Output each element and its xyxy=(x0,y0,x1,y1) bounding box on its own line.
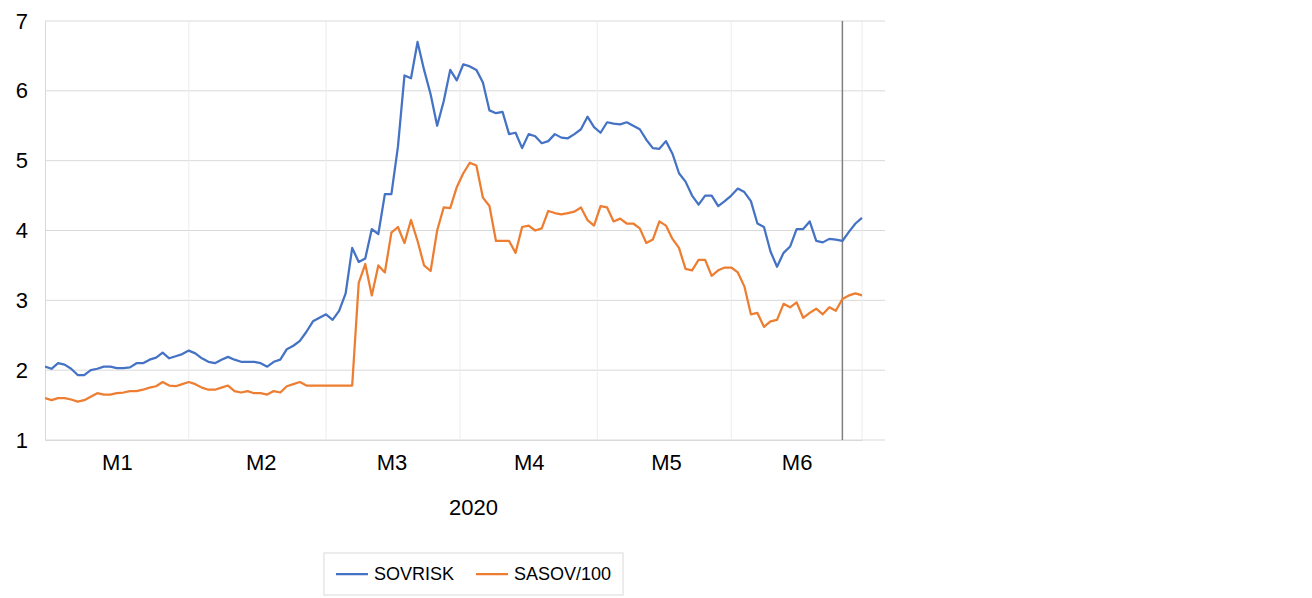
x-tick-label: M3 xyxy=(377,450,408,475)
grid-line xyxy=(45,160,885,161)
y-tick-label: 4 xyxy=(16,218,28,243)
grid-line xyxy=(45,21,885,22)
y-tick: 6 xyxy=(16,78,45,103)
y-tick-label: 1 xyxy=(16,428,28,453)
y-tick: 3 xyxy=(16,288,45,313)
x-tick-label: M4 xyxy=(514,450,545,475)
legend-swatch xyxy=(336,573,368,575)
x-tick-label: M2 xyxy=(246,450,277,475)
y-axis-line xyxy=(45,22,46,441)
x-tick-label: M6 xyxy=(782,450,813,475)
y-tick: 1 xyxy=(16,428,45,453)
category-separator xyxy=(188,21,189,440)
legend-label: SASOV/100 xyxy=(514,564,611,584)
legend: SOVRISK SASOV/100 xyxy=(324,553,623,595)
reference-line xyxy=(842,21,844,440)
category-separator xyxy=(731,21,732,440)
category-separator xyxy=(597,21,598,440)
y-tick: 7 xyxy=(16,9,45,34)
x-tick: M6 xyxy=(782,440,813,475)
legend-item: SOVRISK xyxy=(336,564,454,584)
grid-line xyxy=(45,90,885,91)
y-tick: 4 xyxy=(16,218,45,243)
grid-line xyxy=(45,370,885,371)
x-grid xyxy=(189,21,862,440)
x-tick: M1 xyxy=(102,440,133,475)
y-axis: 1 2 3 4 5 6 7 xyxy=(16,9,46,453)
grid-line xyxy=(45,230,885,231)
series-line xyxy=(45,163,862,402)
legend-box xyxy=(324,553,623,595)
legend-item: SASOV/100 xyxy=(476,564,611,584)
x-tick-label: M5 xyxy=(651,450,682,475)
chart: 1 2 3 4 5 6 7 M1 M2 M3 M4 M5 M6 2020 SOVRISK SASOV/100 xyxy=(0,0,1312,598)
category-separator xyxy=(862,21,863,440)
y-tick-label: 7 xyxy=(16,9,28,34)
x-tick-label: M1 xyxy=(102,450,133,475)
plot-area xyxy=(45,21,862,440)
grid-line xyxy=(45,440,885,441)
x-tick: M2 xyxy=(246,440,277,475)
x-tick: M3 xyxy=(377,440,408,475)
y-tick: 5 xyxy=(16,148,45,173)
legend-label: SOVRISK xyxy=(374,564,454,584)
category-separator xyxy=(460,21,461,440)
y-tick-label: 6 xyxy=(16,78,28,103)
y-tick-label: 5 xyxy=(16,148,28,173)
y-tick-label: 3 xyxy=(16,288,28,313)
series-line xyxy=(45,42,862,375)
y-tick-label: 2 xyxy=(16,358,28,383)
x-axis: M1 M2 M3 M4 M5 M6 xyxy=(46,440,863,475)
y-tick: 2 xyxy=(16,358,45,383)
legend-swatch xyxy=(476,573,508,575)
x-axis-title: 2020 xyxy=(449,495,498,520)
x-axis-line xyxy=(46,440,863,441)
x-tick: M5 xyxy=(651,440,682,475)
x-tick: M4 xyxy=(514,440,545,475)
category-separator xyxy=(326,21,327,440)
grid-line xyxy=(45,300,885,301)
y-grid xyxy=(45,21,885,440)
